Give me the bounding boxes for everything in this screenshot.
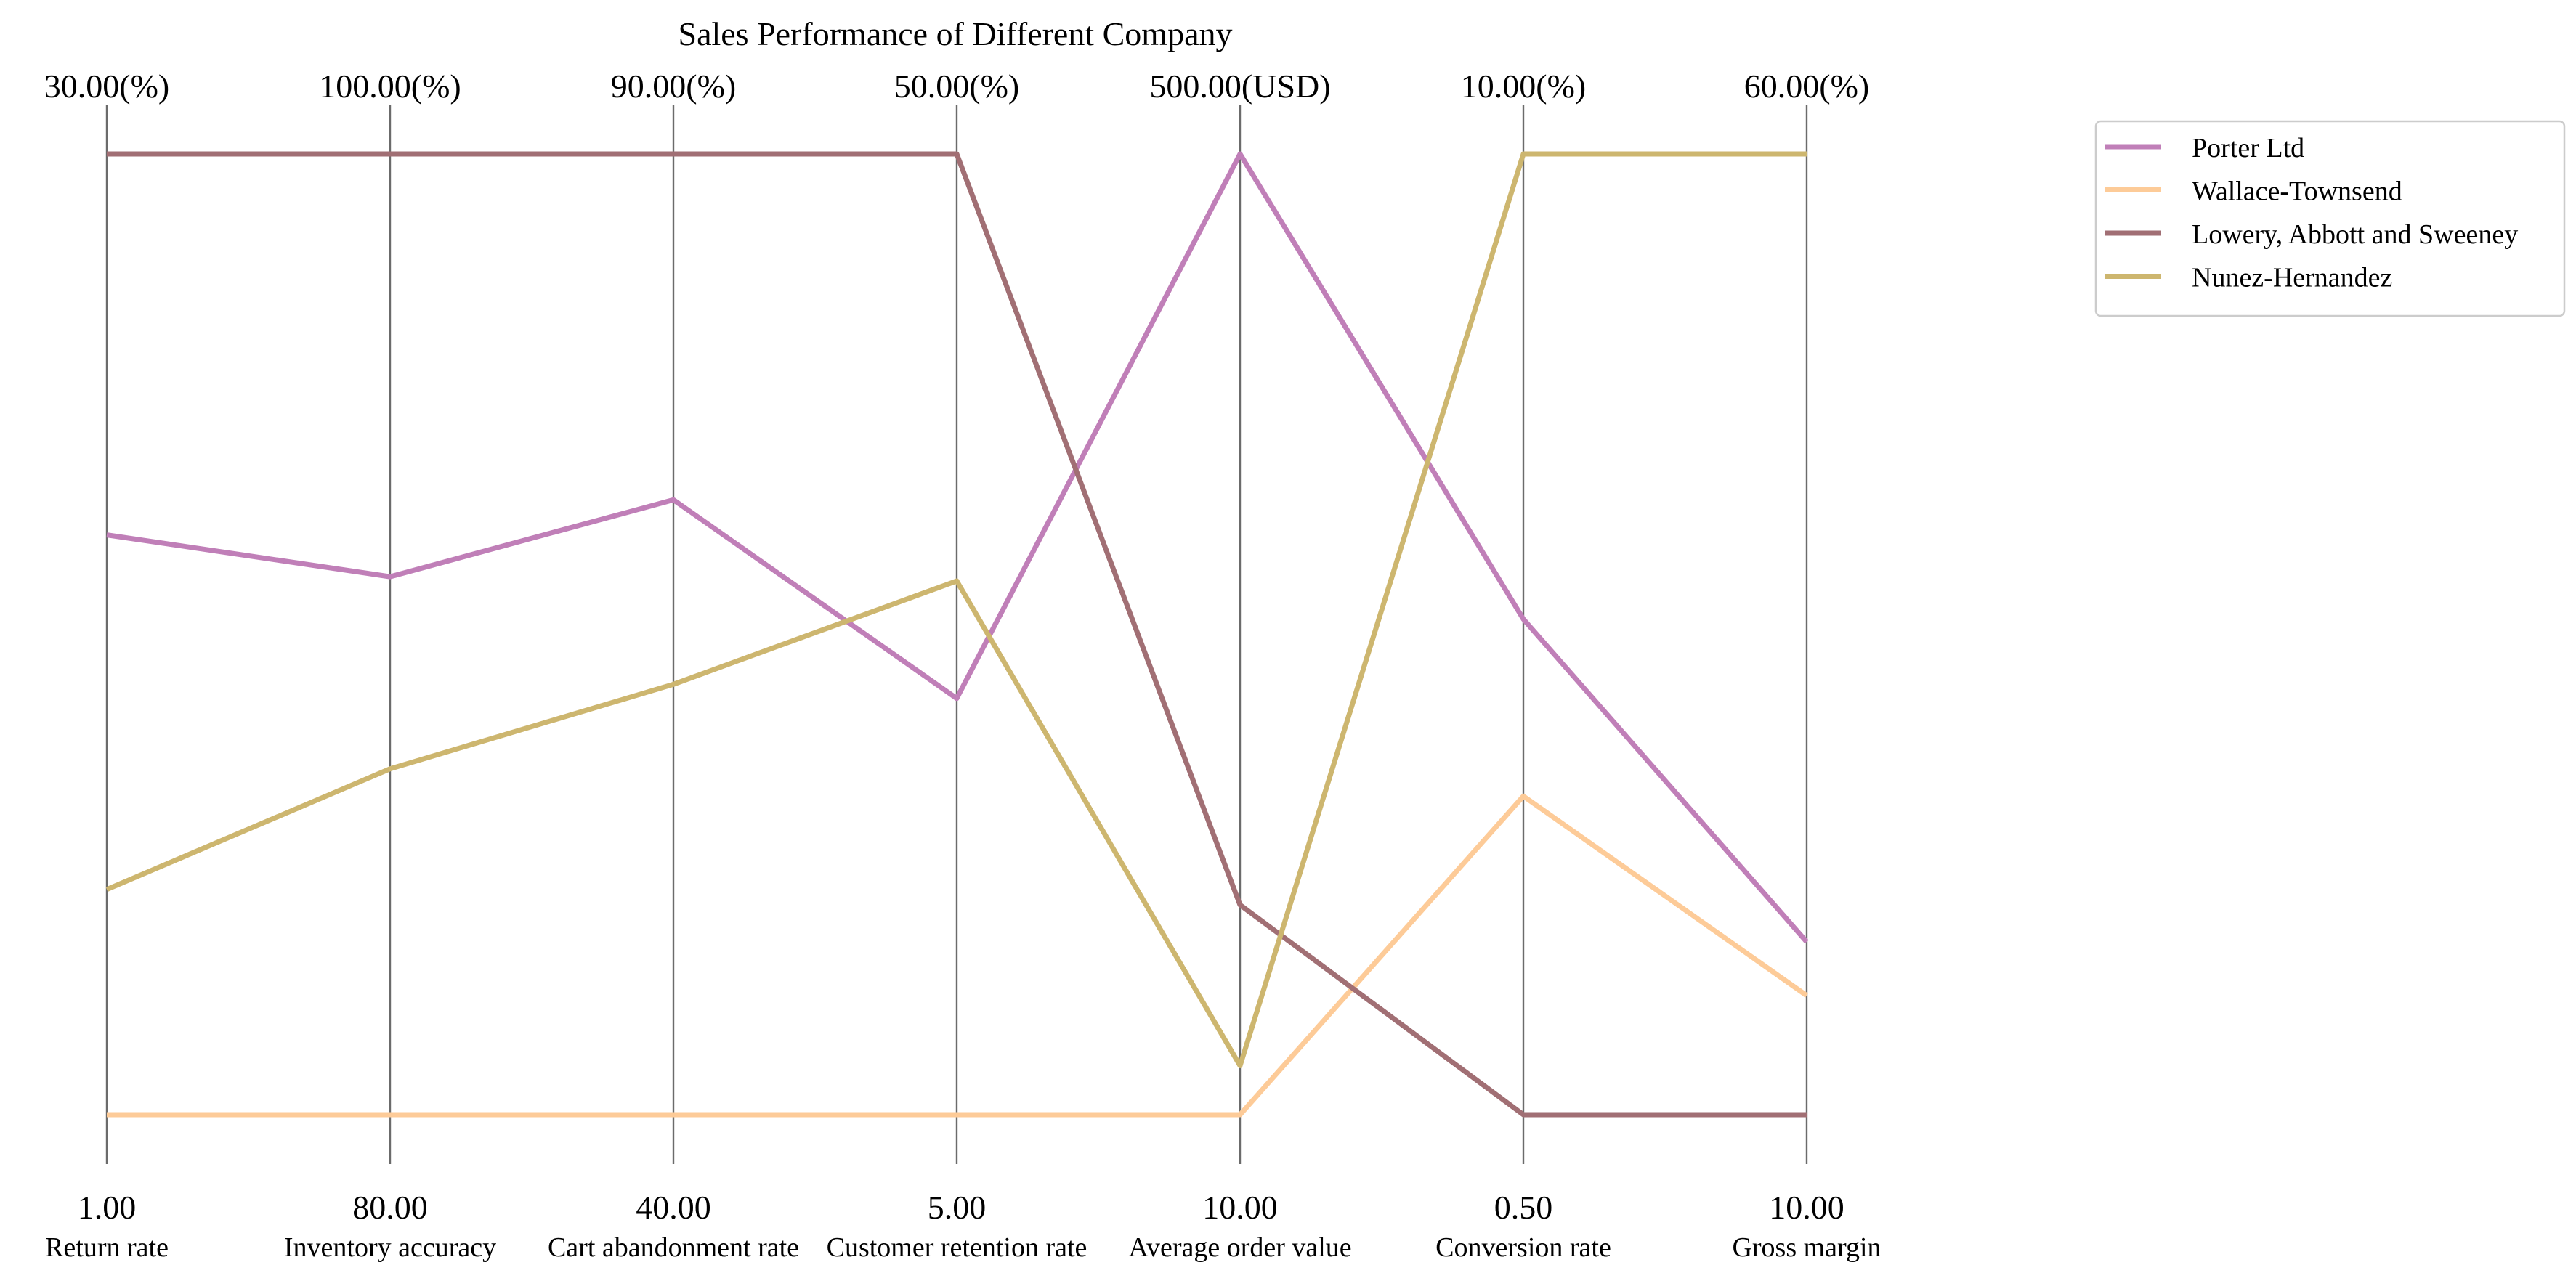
legend-label-lowery-abbott-and-sweeney: Lowery, Abbott and Sweeney xyxy=(2192,219,2518,250)
axis-max-label-average-order-value: 500.00(USD) xyxy=(1149,68,1330,105)
axis-name-cart-abandonment-rate: Cart abandonment rate xyxy=(548,1232,799,1263)
legend-label-nunez-hernandez: Nunez-Hernandez xyxy=(2192,263,2392,293)
axis-min-label-conversion-rate: 0.50 xyxy=(1494,1189,1553,1226)
axis-min-label-gross-margin: 10.00 xyxy=(1769,1189,1844,1226)
axis-max-label-inventory-accuracy: 100.00(%) xyxy=(319,68,461,105)
legend-label-wallace-townsend: Wallace-Townsend xyxy=(2192,176,2402,207)
axis-name-inventory-accuracy: Inventory accuracy xyxy=(284,1232,496,1263)
legend-label-porter-ltd: Porter Ltd xyxy=(2192,133,2304,163)
axis-max-label-return-rate: 30.00(%) xyxy=(44,68,169,105)
axis-max-label-conversion-rate: 10.00(%) xyxy=(1461,68,1586,105)
axis-min-label-cart-abandonment-rate: 40.00 xyxy=(636,1189,711,1226)
axis-max-label-gross-margin: 60.00(%) xyxy=(1744,68,1869,105)
series-line-nunez-hernandez xyxy=(105,151,1807,1068)
series-line-wallace-townsend xyxy=(107,793,1809,1118)
series-layer xyxy=(105,151,1809,1118)
chart-title: Sales Performance of Different Company xyxy=(678,15,1232,52)
axis-min-label-inventory-accuracy: 80.00 xyxy=(352,1189,428,1226)
legend: Porter Ltd Wallace-Townsend Lowery, Abbott… xyxy=(2094,120,2566,317)
axes-layer: 30.00(%) 1.00 Return rate 100.00(%) 80.00 Inv… xyxy=(44,68,1882,1263)
axis-min-label-average-order-value: 10.00 xyxy=(1202,1189,1278,1226)
series-line-porter-ltd xyxy=(106,151,1809,944)
axis-name-customer-retention-rate: Customer retention rate xyxy=(827,1232,1087,1263)
axis-min-label-return-rate: 1.00 xyxy=(78,1189,137,1226)
axis-min-label-customer-retention-rate: 5.00 xyxy=(928,1189,987,1226)
axis-name-return-rate: Return rate xyxy=(45,1232,169,1263)
legend-frame xyxy=(2094,120,2566,317)
axis-name-conversion-rate: Conversion rate xyxy=(1435,1232,1611,1263)
axis-name-gross-margin: Gross margin xyxy=(1732,1232,1881,1263)
axis-name-average-order-value: Average order value xyxy=(1128,1232,1351,1263)
axis-max-label-customer-retention-rate: 50.00(%) xyxy=(894,68,1019,105)
axis-max-label-cart-abandonment-rate: 90.00(%) xyxy=(611,68,736,105)
series-line-lowery-abbott-and-sweeney xyxy=(107,151,1807,1118)
